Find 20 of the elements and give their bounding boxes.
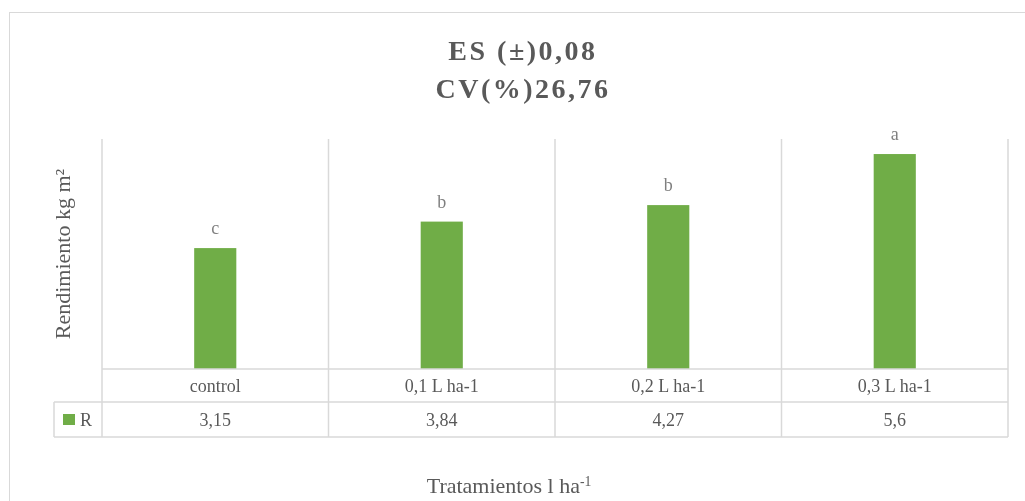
data-label: 3,15 (199, 410, 231, 430)
annotation: c (211, 218, 220, 239)
x-tick-label: control (189, 376, 241, 396)
legend-label: R (80, 410, 93, 430)
y-axis-title: Rendimiento kg m² (50, 168, 75, 340)
x-tick-label: 0,3 L ha-1 (857, 376, 932, 396)
x-tick-label: 0,1 L ha-1 (404, 376, 479, 396)
bar (194, 248, 237, 369)
bar (873, 154, 916, 369)
annotation: b (437, 191, 447, 212)
data-label: 5,6 (883, 410, 906, 430)
bar (420, 221, 463, 369)
x-tick-label: 0,2 L ha-1 (631, 376, 706, 396)
bar (647, 205, 690, 369)
annotation: a (890, 124, 899, 145)
chart-title: ES (±)0,08 CV(%)26,76 (435, 35, 611, 104)
annotation: b (663, 175, 673, 196)
data-label: 3,84 (426, 410, 458, 430)
x-axis-title: Tratamientos l ha$^{-1}$ (426, 473, 592, 498)
data-label: 4,27 (652, 410, 684, 430)
